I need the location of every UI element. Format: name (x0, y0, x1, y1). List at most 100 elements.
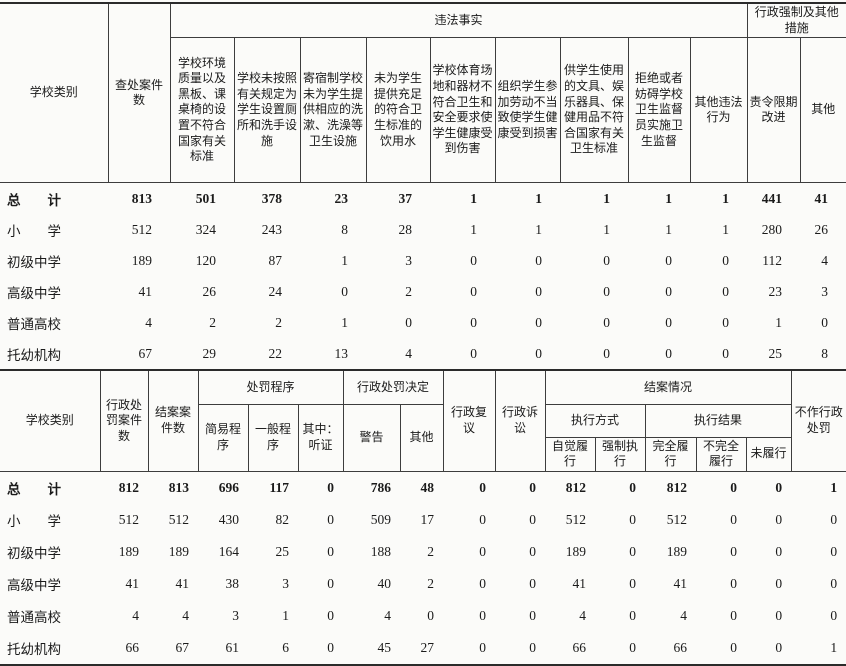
data-cell: 0 (327, 575, 334, 591)
data-cell: 0 (730, 575, 738, 591)
data-cell: 0 (629, 575, 637, 591)
col-header-closed-cases: 结案案件数 (147, 371, 199, 472)
col-header-other-decision: 其他 (399, 403, 444, 472)
data-cell: 1 (535, 221, 542, 237)
data-cell: 0 (775, 639, 783, 655)
data-cell: 0 (722, 252, 729, 268)
data-cell: 4 (182, 607, 189, 623)
data-cell: 0 (479, 511, 487, 527)
data-cell: 0 (730, 543, 738, 559)
group-header-enforcement-measures: 行政强制及其他措施 (746, 2, 846, 39)
data-cell: 0 (722, 283, 729, 299)
col-header-forced-execution: 强制执行 (594, 436, 646, 472)
data-cell: 280 (761, 221, 782, 237)
data-cell: 0 (529, 639, 537, 655)
data-cell: 0 (775, 511, 783, 527)
data-cell: 2 (209, 314, 216, 330)
data-cell: 0 (629, 511, 637, 527)
table-row: 普通高校 4 2 2 1 0 0 0 0 0 0 1 0 (0, 307, 846, 338)
data-cell: 17 (420, 511, 435, 527)
data-cell: 0 (730, 511, 738, 527)
data-cell: 189 (168, 543, 189, 559)
data-cell: 189 (118, 543, 139, 559)
data-cell: 67 (175, 639, 190, 655)
data-cell: 243 (261, 221, 282, 237)
col-header-non-compliance: 未履行 (745, 436, 792, 472)
table-body: 总 计 813 501 378 23 37 1 1 1 1 1 441 41 小 学 512 324 243 8 2… (0, 182, 846, 371)
data-cell: 441 (747, 182, 800, 215)
data-cell: 0 (722, 345, 729, 361)
data-cell: 0 (529, 543, 537, 559)
data-cell: 66 (572, 639, 587, 655)
data-cell: 38 (225, 575, 240, 591)
row-label: 总 计 (0, 470, 100, 504)
col-header-no-penalty: 不作行政处罚 (790, 371, 846, 472)
data-cell: 26 (814, 221, 829, 237)
data-cell: 0 (603, 314, 610, 330)
row-label: 总 计 (0, 182, 108, 215)
data-cell: 324 (195, 221, 216, 237)
data-cell: 1 (722, 221, 729, 237)
data-cell: 66 (125, 639, 140, 655)
data-cell: 430 (218, 511, 239, 527)
data-cell: 0 (665, 283, 672, 299)
group-header-execution-method: 执行方式 (544, 403, 646, 438)
data-cell: 24 (268, 283, 283, 299)
data-cell: 2 (427, 575, 435, 591)
data-cell: 0 (730, 607, 738, 623)
data-cell: 188 (370, 543, 391, 559)
data-cell: 66 (673, 639, 688, 655)
row-label: 普通高校 (7, 316, 61, 332)
data-cell: 23 (768, 283, 783, 299)
row-label: 小 学 (7, 223, 61, 239)
data-cell: 813 (148, 470, 198, 504)
data-cell: 0 (327, 639, 334, 655)
data-cell: 4 (821, 252, 829, 268)
group-header-case-closure: 结案情况 (544, 371, 792, 405)
row-label: 托幼机构 (7, 641, 61, 657)
table-row: 初级中学 189 120 87 1 3 0 0 0 0 0 112 4 (0, 245, 846, 276)
data-cell: 512 (168, 511, 189, 527)
data-cell: 23 (300, 182, 366, 215)
data-cell: 0 (405, 314, 412, 330)
col-header-general-procedure: 一般程序 (247, 403, 299, 472)
table-row: 小 学 512 324 243 8 28 1 1 1 1 1 280 26 (0, 214, 846, 245)
data-cell: 0 (535, 314, 542, 330)
data-cell: 26 (202, 283, 217, 299)
data-cell: 189 (666, 543, 688, 559)
data-cell: 1 (341, 314, 348, 330)
data-cell: 0 (470, 314, 477, 330)
data-cell: 812 (545, 470, 596, 504)
data-cell: 41 (175, 575, 190, 591)
header-row: 学校类别 查处案件数 违法事实 行政强制及其他措施 (0, 2, 846, 184)
data-cell: 512 (666, 511, 688, 527)
data-cell: 0 (529, 575, 537, 591)
data-cell: 0 (830, 575, 838, 591)
data-cell: 0 (327, 543, 334, 559)
data-cell: 1 (603, 221, 610, 237)
data-cell: 3 (821, 283, 829, 299)
table-row: 小 学 512 512 430 82 0 509 17 0 0 512 0 512 0 0 0 (0, 504, 846, 536)
data-cell: 512 (118, 511, 139, 527)
table-body: 总 计 812 813 696 117 0 786 48 0 0 812 0 812 0 0 1 小 学 512 5… (0, 470, 846, 665)
data-cell: 29 (202, 345, 217, 361)
data-cell: 0 (629, 543, 637, 559)
col-header-sports-facilities-harm: 学校体育场地和器材不符合卫生和安全要求使学生健康受到伤害 (429, 37, 496, 184)
data-cell: 41 (138, 283, 153, 299)
data-cell: 0 (665, 345, 672, 361)
data-cell: 4 (132, 607, 139, 623)
data-cell: 189 (131, 252, 152, 268)
data-cell: 2 (275, 314, 282, 330)
data-cell: 509 (370, 511, 391, 527)
data-cell: 117 (248, 470, 298, 504)
row-label: 托幼机构 (7, 347, 61, 363)
col-header-improper-labor-harm: 组织学生参加劳动不当致使学生健康受到损害 (494, 37, 561, 184)
data-cell: 0 (665, 314, 672, 330)
group-header-execution-result: 执行结果 (644, 403, 792, 438)
data-cell: 0 (603, 252, 610, 268)
data-cell: 0 (535, 345, 542, 361)
data-cell: 512 (565, 511, 587, 527)
row-label: 小 学 (7, 513, 61, 529)
data-cell: 0 (470, 252, 477, 268)
data-cell: 0 (479, 639, 487, 655)
